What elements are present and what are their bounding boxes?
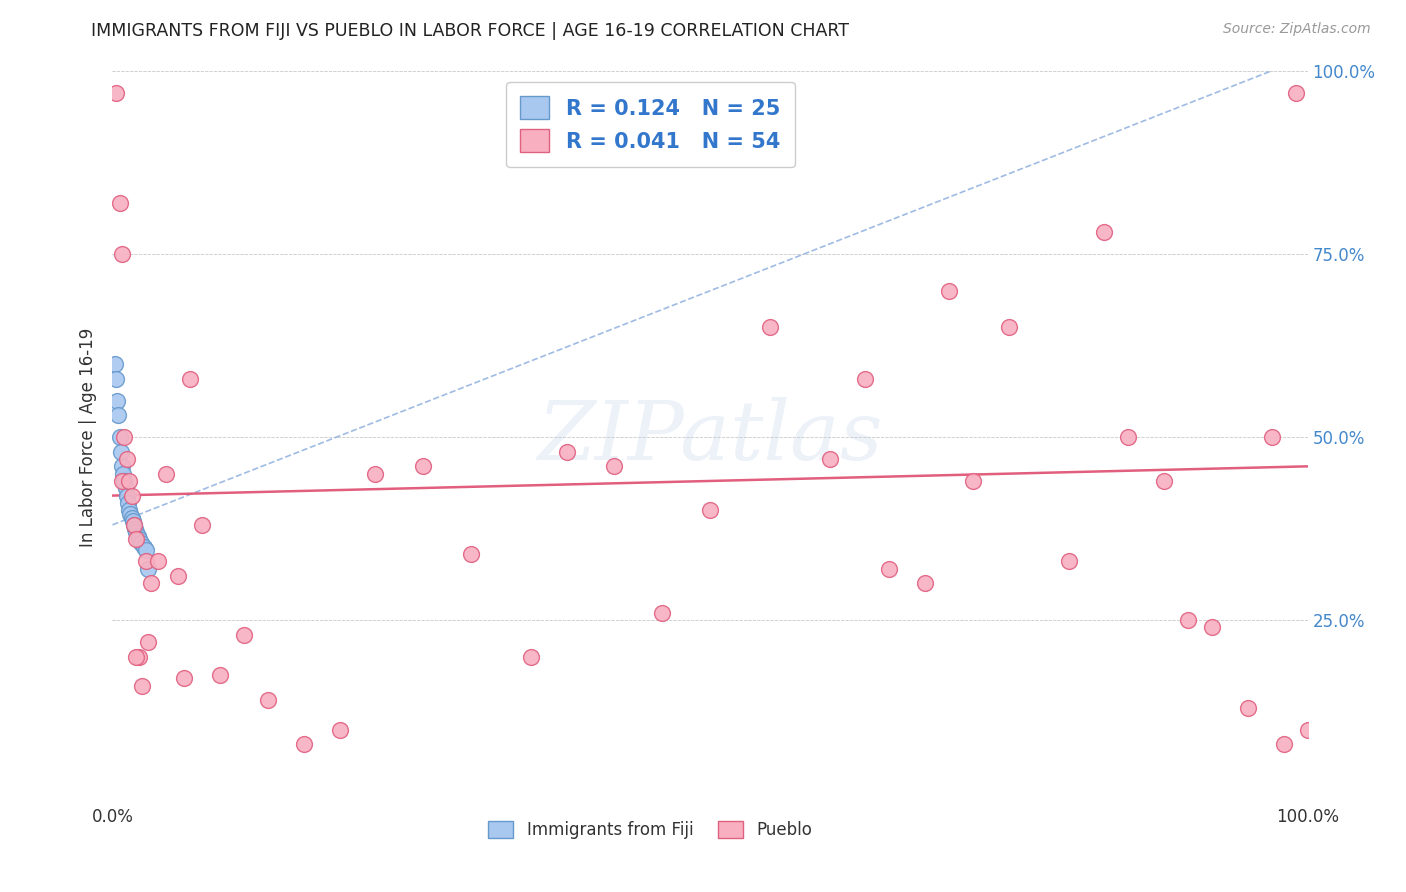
Point: [105, 87, 128, 101]
Point: [146, 554, 169, 568]
Point: [138, 635, 160, 649]
Point: [759, 320, 782, 334]
Point: [879, 562, 901, 576]
Point: [120, 507, 142, 521]
Point: [1237, 700, 1260, 714]
Y-axis label: In Labor Force | Age 16-19: In Labor Force | Age 16-19: [79, 327, 97, 547]
Point: [962, 474, 984, 488]
Point: [111, 247, 134, 261]
Point: [105, 393, 128, 408]
Point: [117, 496, 139, 510]
Point: [1057, 554, 1080, 568]
Point: [111, 474, 134, 488]
Point: [128, 649, 150, 664]
Point: [155, 467, 177, 481]
Point: [855, 371, 877, 385]
Text: IMMIGRANTS FROM FIJI VS PUEBLO IN LABOR FORCE | AGE 16-19 CORRELATION CHART: IMMIGRANTS FROM FIJI VS PUEBLO IN LABOR …: [91, 22, 849, 40]
Point: [125, 533, 148, 547]
Point: [1153, 474, 1175, 488]
Point: [121, 514, 143, 528]
Point: [105, 371, 128, 385]
Point: [603, 459, 626, 474]
Point: [1261, 430, 1284, 444]
Point: [121, 510, 143, 524]
Point: [651, 606, 673, 620]
Point: [108, 430, 131, 444]
Point: [107, 408, 129, 422]
Point: [292, 737, 315, 751]
Point: [257, 693, 280, 707]
Point: [233, 627, 256, 641]
Point: [179, 371, 201, 385]
Point: [938, 284, 960, 298]
Point: [122, 517, 145, 532]
Point: [1094, 225, 1116, 239]
Point: [173, 672, 195, 686]
Point: [115, 489, 138, 503]
Point: [914, 576, 936, 591]
Point: [111, 459, 134, 474]
Point: [1177, 613, 1199, 627]
Point: [135, 543, 157, 558]
Point: [555, 444, 578, 458]
Point: [1272, 737, 1295, 751]
Legend: Immigrants from Fiji, Pueblo: Immigrants from Fiji, Pueblo: [481, 814, 820, 846]
Point: [1118, 430, 1140, 444]
Text: ZIPatlas: ZIPatlas: [537, 397, 883, 477]
Point: [115, 452, 138, 467]
Point: [125, 525, 148, 540]
Point: [191, 517, 214, 532]
Point: [128, 533, 150, 547]
Point: [131, 679, 153, 693]
Point: [364, 467, 387, 481]
Point: [118, 503, 141, 517]
Point: [818, 452, 841, 467]
Point: [114, 474, 135, 488]
Point: [1285, 87, 1308, 101]
Point: [122, 517, 145, 532]
Point: [112, 467, 135, 481]
Point: [104, 357, 127, 371]
Point: [132, 540, 155, 554]
Point: [699, 503, 721, 517]
Point: [1296, 723, 1319, 737]
Point: [209, 667, 232, 681]
Point: [110, 444, 132, 458]
Point: [127, 529, 149, 543]
Point: [121, 489, 143, 503]
Point: [118, 474, 141, 488]
Point: [114, 481, 136, 495]
Point: [129, 536, 152, 550]
Point: [520, 649, 543, 664]
Point: [1201, 620, 1223, 634]
Point: [329, 723, 352, 737]
Point: [125, 649, 148, 664]
Point: [135, 554, 157, 568]
Point: [460, 547, 482, 561]
Point: [167, 569, 190, 583]
Text: Source: ZipAtlas.com: Source: ZipAtlas.com: [1223, 22, 1371, 37]
Point: [114, 430, 135, 444]
Point: [124, 521, 146, 535]
Point: [138, 562, 160, 576]
Point: [412, 459, 434, 474]
Point: [108, 196, 131, 211]
Point: [998, 320, 1021, 334]
Point: [139, 576, 162, 591]
